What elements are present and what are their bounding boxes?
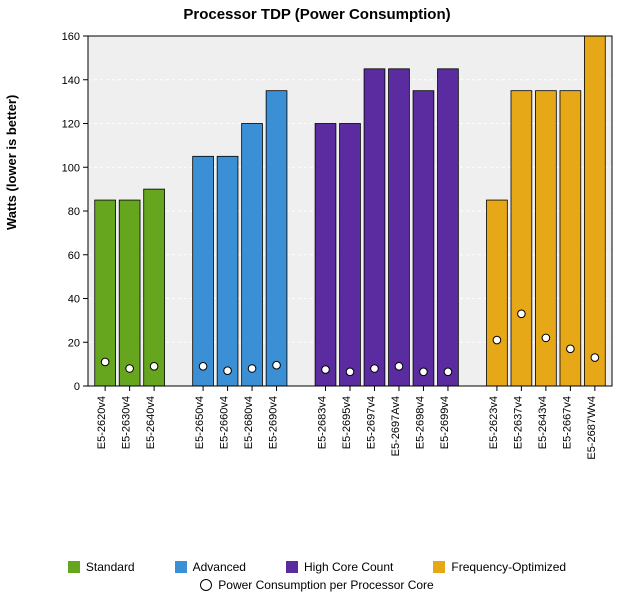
bar bbox=[511, 91, 532, 386]
xtick-label: E5-2699v4 bbox=[439, 396, 451, 449]
legend-item: Standard bbox=[68, 560, 135, 574]
per-core-marker bbox=[591, 354, 599, 362]
bar bbox=[266, 91, 287, 386]
bar bbox=[364, 69, 385, 386]
bar bbox=[487, 200, 508, 386]
bar bbox=[438, 69, 459, 386]
xtick-label: E5-2667v4 bbox=[561, 396, 573, 449]
per-core-marker bbox=[444, 368, 452, 376]
chart-title: Processor TDP (Power Consumption) bbox=[0, 6, 634, 23]
bar bbox=[193, 156, 214, 386]
xtick-label: E5-2660v4 bbox=[219, 396, 231, 449]
xtick-label: E5-2698v4 bbox=[414, 396, 426, 449]
per-core-marker bbox=[322, 366, 330, 374]
xtick-label: E5-2620v4 bbox=[96, 396, 108, 449]
legend-marker-icon bbox=[200, 579, 212, 591]
bar bbox=[413, 91, 434, 386]
xtick-label: E5-2680v4 bbox=[243, 396, 255, 449]
xtick-label: E5-2697Av4 bbox=[390, 396, 402, 456]
ytick-label: 160 bbox=[62, 31, 80, 43]
ytick-label: 40 bbox=[68, 294, 80, 306]
ytick-label: 0 bbox=[74, 381, 80, 393]
xtick-label: E5-2637v4 bbox=[512, 396, 524, 449]
bar bbox=[389, 69, 410, 386]
bar bbox=[315, 124, 336, 387]
legend-item-marker: Power Consumption per Processor Core bbox=[200, 578, 433, 592]
legend-item: High Core Count bbox=[286, 560, 393, 574]
legend-marker-label: Power Consumption per Processor Core bbox=[218, 578, 433, 592]
ytick-label: 120 bbox=[62, 119, 80, 131]
per-core-marker bbox=[126, 365, 134, 373]
xtick-label: E5-2630v4 bbox=[121, 396, 133, 449]
per-core-marker bbox=[395, 363, 403, 371]
xtick-label: E5-2640v4 bbox=[145, 396, 157, 449]
per-core-marker bbox=[493, 336, 501, 344]
xtick-label: E5-2683v4 bbox=[317, 396, 329, 449]
xtick-label: E5-2687Wv4 bbox=[586, 396, 598, 460]
legend-swatch bbox=[286, 561, 298, 573]
xtick-label: E5-2623v4 bbox=[488, 396, 500, 449]
ytick-label: 20 bbox=[68, 337, 80, 349]
legend-swatch bbox=[433, 561, 445, 573]
per-core-marker bbox=[273, 361, 281, 369]
per-core-marker bbox=[542, 334, 550, 342]
ytick-label: 80 bbox=[68, 206, 80, 218]
xtick-label: E5-2690v4 bbox=[268, 396, 280, 449]
y-axis-label: Watts (lower is better) bbox=[4, 95, 19, 230]
chart-legend: Standard Advanced High Core Count Frequency… bbox=[0, 558, 634, 594]
legend-item: Advanced bbox=[175, 560, 246, 574]
per-core-marker bbox=[567, 345, 575, 353]
ytick-label: 60 bbox=[68, 250, 80, 262]
bar bbox=[217, 156, 238, 386]
per-core-marker bbox=[224, 367, 232, 375]
xtick-label: E5-2697v4 bbox=[365, 396, 377, 449]
per-core-marker bbox=[518, 310, 526, 318]
xtick-label: E5-2643v4 bbox=[537, 396, 549, 449]
per-core-marker bbox=[248, 365, 256, 373]
bar bbox=[242, 124, 263, 387]
per-core-marker bbox=[346, 368, 354, 376]
xtick-label: E5-2695v4 bbox=[341, 396, 353, 449]
chart-plot-area: 0 20 40 60 80 100 120 140 160 E5-2620v4 E5-2630v4 E… bbox=[60, 30, 620, 480]
legend-label: High Core Count bbox=[304, 560, 393, 574]
ytick-label: 100 bbox=[62, 162, 80, 174]
legend-label: Advanced bbox=[193, 560, 246, 574]
per-core-marker bbox=[420, 368, 428, 376]
per-core-marker bbox=[371, 365, 379, 373]
bar bbox=[560, 91, 581, 386]
ytick-label: 140 bbox=[62, 75, 80, 87]
legend-swatch bbox=[68, 561, 80, 573]
per-core-marker bbox=[150, 363, 158, 371]
per-core-marker bbox=[199, 363, 207, 371]
bar bbox=[144, 189, 165, 386]
xtick-label: E5-2650v4 bbox=[194, 396, 206, 449]
bar bbox=[119, 200, 140, 386]
per-core-marker bbox=[101, 358, 109, 366]
bar bbox=[584, 36, 605, 386]
bar bbox=[340, 124, 361, 387]
legend-item: Frequency-Optimized bbox=[433, 560, 566, 574]
legend-swatch bbox=[175, 561, 187, 573]
legend-label: Frequency-Optimized bbox=[451, 560, 566, 574]
legend-label: Standard bbox=[86, 560, 135, 574]
